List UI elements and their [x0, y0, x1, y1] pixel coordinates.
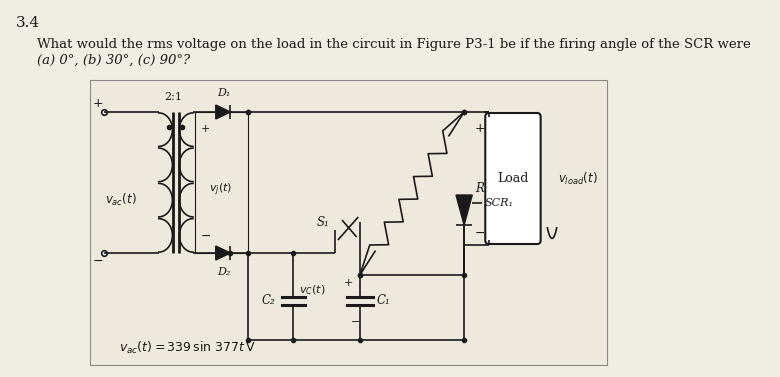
Bar	[194, 112, 248, 253]
Text: 2:1: 2:1	[165, 92, 183, 102]
Polygon shape	[456, 195, 472, 225]
FancyBboxPatch shape	[485, 113, 541, 244]
Text: D₁: D₁	[217, 88, 231, 98]
Text: −: −	[475, 227, 485, 240]
Text: $v_{ac}(t)$: $v_{ac}(t)$	[105, 192, 136, 208]
Text: S₁: S₁	[316, 216, 329, 230]
Text: D₂: D₂	[217, 267, 231, 277]
Text: −: −	[201, 230, 211, 243]
Text: What would the rms voltage on the load in the circuit in Figure P3-1 be if the f: What would the rms voltage on the load i…	[37, 38, 751, 51]
Text: C₁: C₁	[376, 294, 390, 308]
Text: SCR₁: SCR₁	[484, 198, 513, 208]
Polygon shape	[216, 246, 230, 260]
Text: +: +	[475, 122, 485, 135]
Text: 3.4: 3.4	[16, 16, 41, 30]
Text: −: −	[351, 317, 360, 327]
Text: C₂: C₂	[261, 294, 275, 308]
Text: R: R	[476, 182, 484, 195]
Text: +: +	[92, 97, 103, 110]
Text: $v_j(t)$: $v_j(t)$	[209, 182, 232, 198]
Text: +: +	[344, 278, 353, 288]
Text: $v_C(t)$: $v_C(t)$	[300, 284, 326, 297]
Text: (a) 0°, (b) 30°, (c) 90°?: (a) 0°, (b) 30°, (c) 90°?	[37, 54, 190, 67]
Text: $v_{load}(t)$: $v_{load}(t)$	[558, 170, 597, 187]
Text: $v_{ac}(t) = 339\,\sin\,377t\,\mathrm{V}$: $v_{ac}(t) = 339\,\sin\,377t\,\mathrm{V}…	[119, 340, 256, 356]
Text: Load: Load	[498, 172, 529, 185]
Text: +: +	[201, 124, 211, 134]
Text: −: −	[93, 255, 103, 268]
Polygon shape	[216, 105, 230, 119]
Bar	[90, 80, 607, 365]
